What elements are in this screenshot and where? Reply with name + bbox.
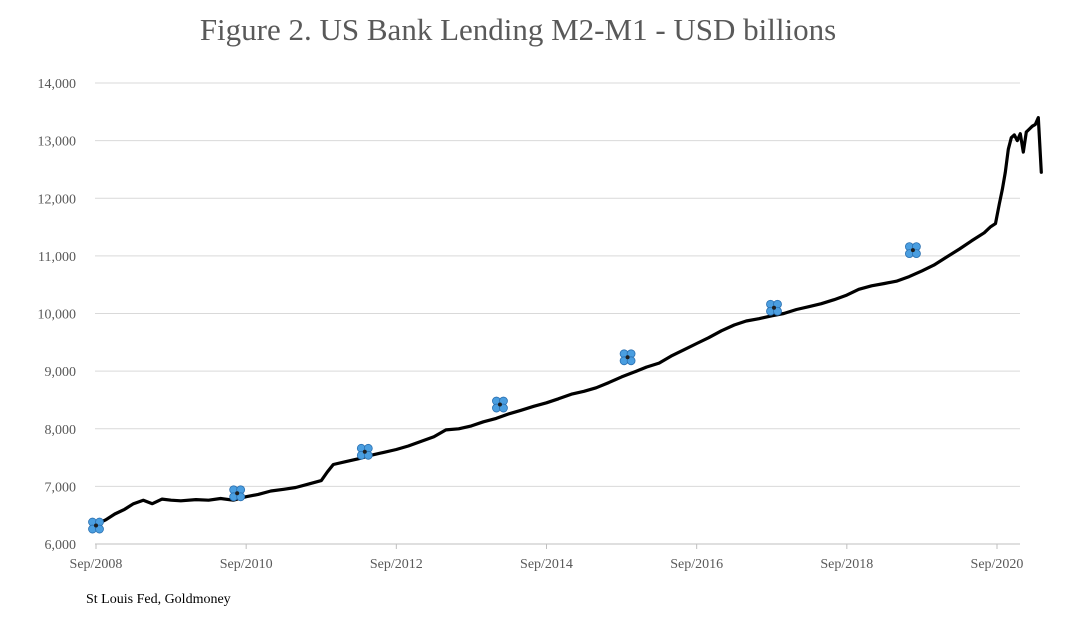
y-tick-label: 11,000 [38,250,76,265]
data-marker [356,443,373,460]
marker-center [362,449,367,454]
y-tick-label: 14,000 [38,77,77,92]
y-tick-label: 12,000 [38,192,77,207]
x-tick-label: Sep/2012 [370,557,423,572]
y-tick-label: 10,000 [38,308,77,323]
marker-dot [236,492,246,502]
x-tick-label: Sep/2008 [70,557,123,572]
marker-dot [912,249,921,259]
y-tick-label: 6,000 [45,538,77,553]
series-markers [88,242,921,534]
x-tick-label: Sep/2014 [520,557,573,572]
y-tick-label: 9,000 [45,365,77,380]
marker-dot [95,524,104,534]
y-tick-label: 13,000 [38,135,77,150]
data-marker [229,485,246,502]
x-tick-label: Sep/2010 [220,557,273,572]
y-tick-label: 7,000 [45,480,77,495]
gridlines [95,82,1020,545]
marker-dot [499,403,508,413]
x-tick-label: Sep/2020 [971,557,1024,572]
series-path [94,115,1043,527]
marker-center [235,491,240,496]
marker-dot [773,306,782,316]
series-line [94,115,1043,527]
data-marker [619,349,636,366]
marker-center [772,305,777,310]
y-axis-ticks: 14,000 13,000 12,000 11,000 10,000 9,000 8,000… [38,77,77,553]
data-marker [766,299,782,316]
marker-center [910,248,915,253]
chart-title: Figure 2. US Bank Lending M2-M1 - USD bi… [200,12,836,47]
x-tick-label: Sep/2016 [670,557,723,572]
data-marker [492,396,508,413]
data-marker [905,242,921,259]
x-axis-ticks: Sep/2008 Sep/2010 Sep/2012 Sep/2014 Sep/2016… [70,544,1024,572]
y-tick-label: 8,000 [45,423,77,438]
marker-center [497,402,502,407]
marker-center [625,355,630,360]
marker-dot [626,356,636,366]
data-marker [88,517,104,534]
marker-dot [363,450,373,460]
x-tick-label: Sep/2018 [820,557,873,572]
marker-center [94,523,98,528]
source-note: St Louis Fed, Goldmoney [86,592,231,607]
